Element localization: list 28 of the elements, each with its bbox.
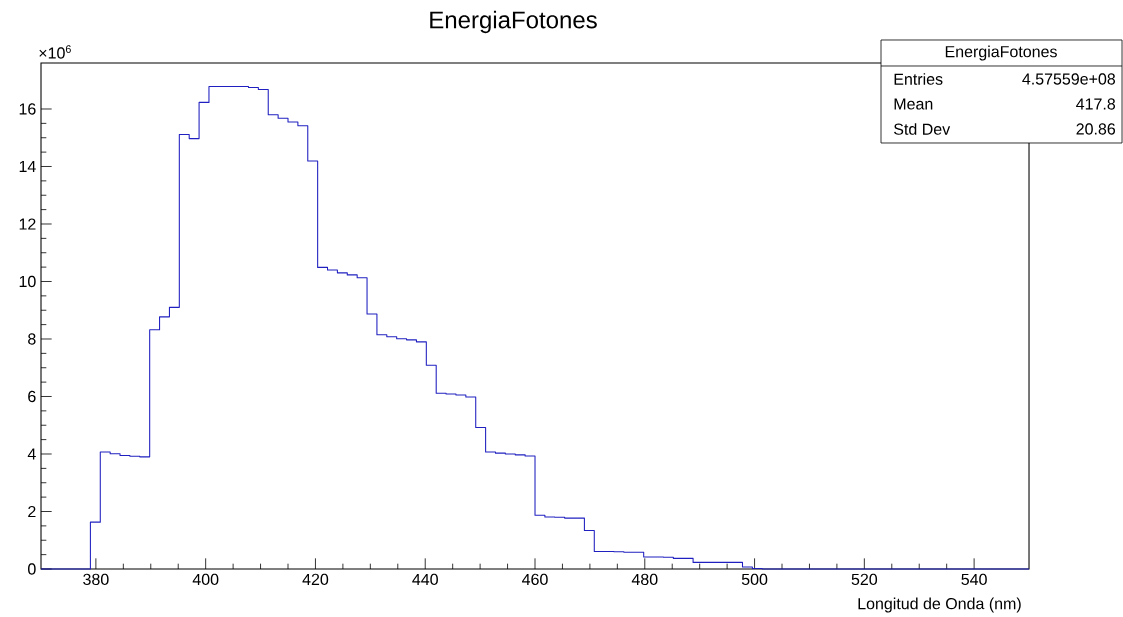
annotation: Entries bbox=[894, 73, 943, 85]
y-tick-label: 6 bbox=[28, 390, 36, 403]
y-tick-label: 16 bbox=[19, 103, 36, 115]
x-tick-label: 520 bbox=[851, 573, 878, 586]
x-tick-label: 420 bbox=[302, 573, 329, 586]
x-tick-label: 380 bbox=[83, 573, 109, 586]
x-tick-label: 540 bbox=[961, 573, 987, 586]
y-tick-label: 8 bbox=[28, 333, 36, 345]
y-tick-label: 4 bbox=[27, 448, 36, 460]
y-tick-label: 12 bbox=[19, 218, 36, 230]
y-tick-label: 14 bbox=[19, 161, 36, 172]
annotation: Mean bbox=[894, 98, 933, 110]
x-tick-label: 460 bbox=[522, 573, 548, 586]
y-tick-label: 2 bbox=[28, 505, 36, 518]
chart-title: EnergiaFotones bbox=[430, 10, 597, 34]
annotation: 4.57559e+08 bbox=[1022, 73, 1116, 85]
text: ×10$^{6}$ bbox=[39, 45, 71, 59]
x-tick-label: 440 bbox=[412, 573, 438, 586]
text: 20.86 bbox=[1076, 123, 1116, 135]
x-tick-label: 500 bbox=[741, 573, 768, 586]
annotation: Std Dev bbox=[894, 123, 951, 135]
x-tick-label: 480 bbox=[631, 573, 658, 586]
x-axis-title: Longitud de Onda (nm) bbox=[858, 597, 1021, 613]
y-tick-label: 0 bbox=[28, 563, 36, 575]
y-tick-label: 10 bbox=[19, 275, 36, 288]
x-tick-label: 400 bbox=[192, 573, 219, 586]
text: 417.8 bbox=[1076, 98, 1116, 110]
text: EnergiaFotones bbox=[945, 45, 1057, 61]
